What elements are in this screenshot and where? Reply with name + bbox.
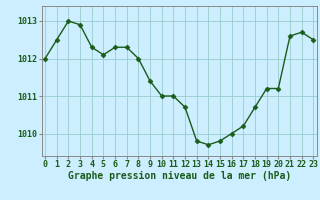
X-axis label: Graphe pression niveau de la mer (hPa): Graphe pression niveau de la mer (hPa) xyxy=(68,171,291,181)
